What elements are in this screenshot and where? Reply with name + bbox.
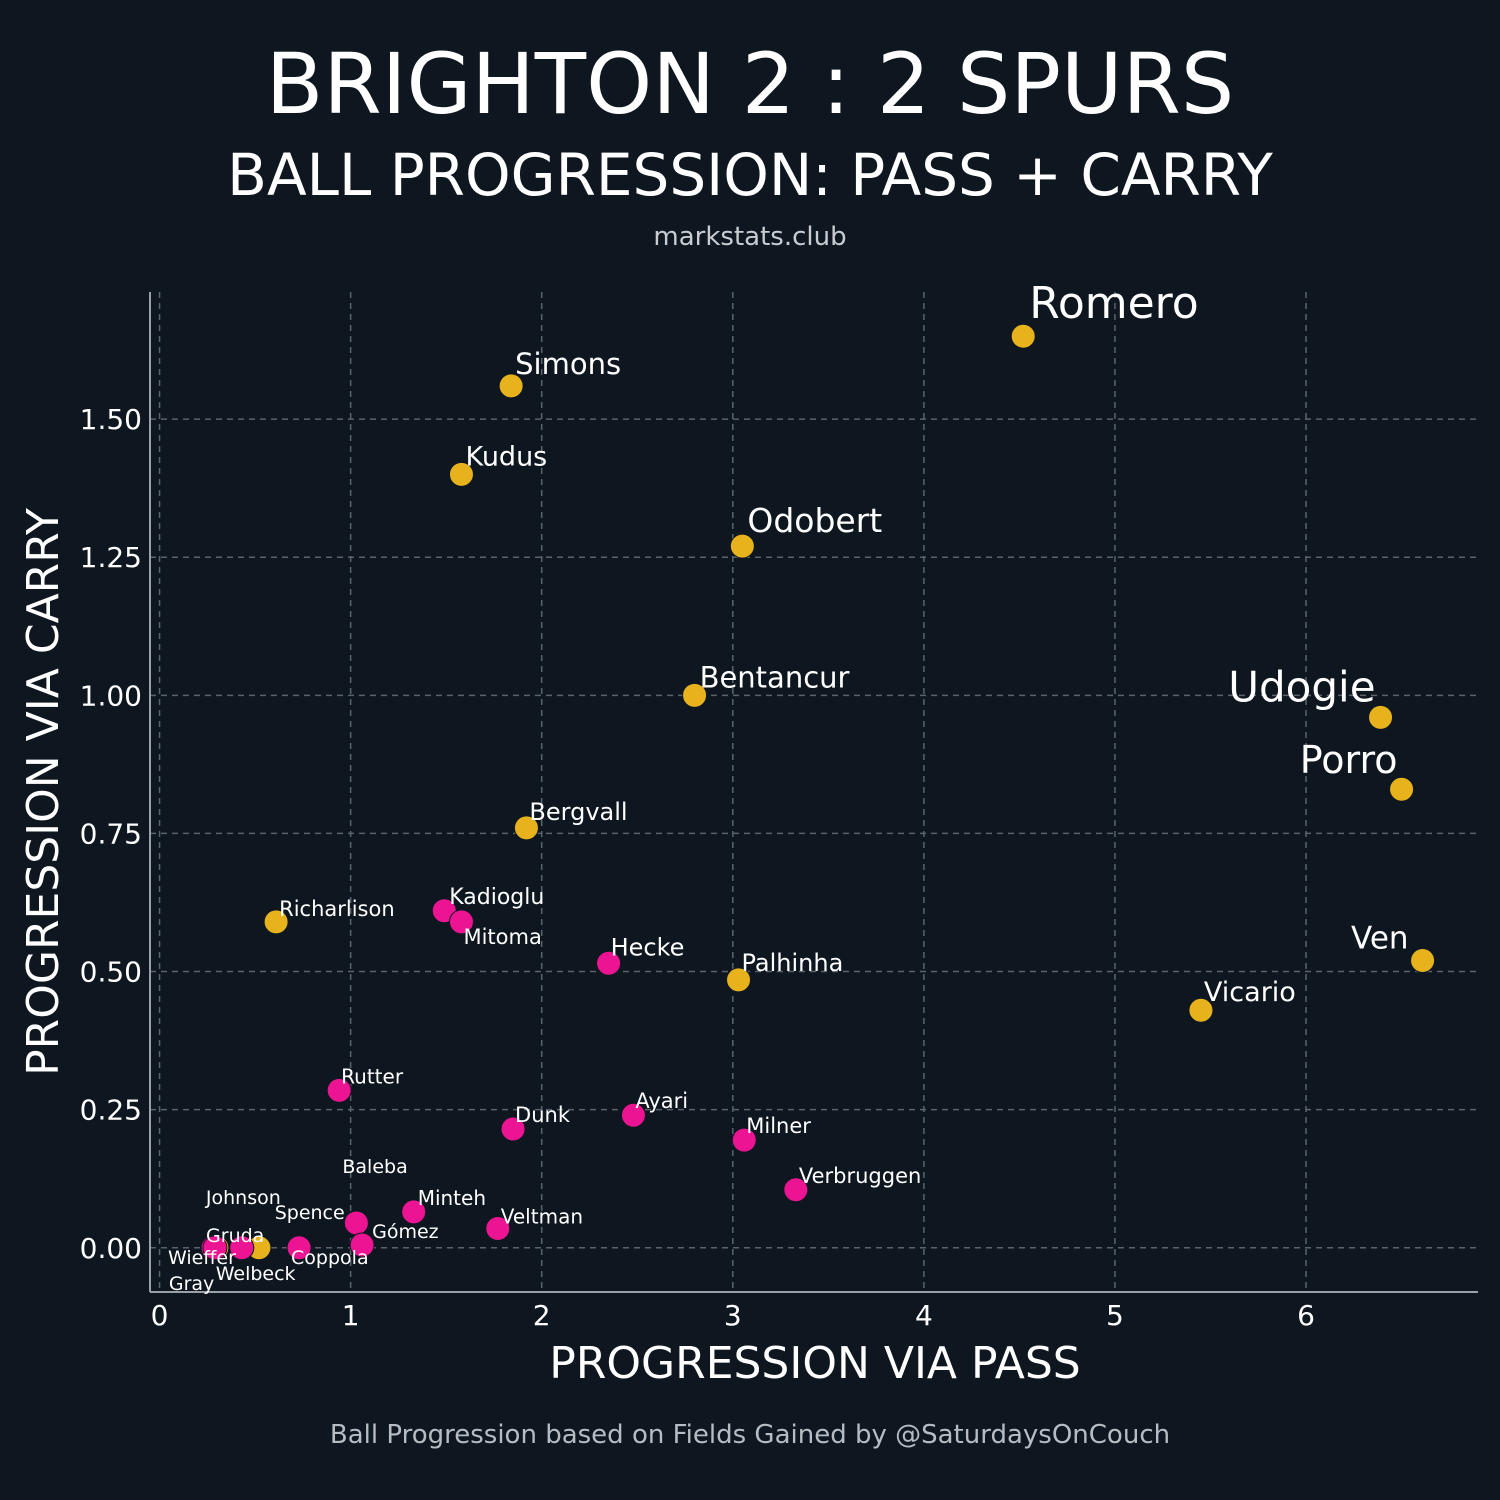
point-label: Richarlison: [279, 897, 395, 921]
point-spurs-simons: [498, 373, 524, 399]
y-tick-label: 0.50: [80, 956, 142, 989]
point-label: Kadioglu: [449, 885, 544, 910]
point-label: Porro: [1300, 738, 1398, 782]
point-spurs-ven: [1410, 948, 1436, 974]
point-label: Baleba: [342, 1156, 407, 1178]
point-label: Ven: [1351, 921, 1409, 957]
point-label: Veltman: [501, 1204, 583, 1228]
point-label: Vicario: [1204, 977, 1296, 1008]
y-tick-label: 0.00: [80, 1232, 142, 1265]
point-labels: Romero Simons Kudus Odobert Bentancur Udogie P…: [168, 278, 1409, 1295]
point-brighton-wieffer: [202, 1235, 228, 1261]
point-label: Milner: [746, 1114, 811, 1138]
y-axis-label: PROGRESSION VIA CARRY: [18, 508, 69, 1076]
point-spurs-udogie: [1368, 704, 1394, 730]
point-label: Gray: [169, 1273, 214, 1295]
point-label: Gómez: [372, 1221, 439, 1243]
x-axis-label: PROGRESSION VIA PASS: [549, 1338, 1080, 1389]
point-label: Palhinha: [742, 949, 844, 977]
point-brighton-verbruggen: [783, 1177, 809, 1203]
chart-subtitle: BALL PROGRESSION: PASS + CARRY: [227, 141, 1273, 209]
point-label: Simons: [515, 347, 621, 381]
point-label: Dunk: [515, 1103, 571, 1127]
point-label: Bergvall: [529, 798, 627, 826]
point-spurs-odobert: [729, 533, 755, 559]
point-brighton-hecke: [596, 950, 622, 976]
point-label: Odobert: [747, 501, 882, 540]
x-tick-label: 5: [1106, 1299, 1124, 1332]
x-tick-label: 0: [151, 1299, 169, 1332]
y-tick-label: 1.50: [80, 403, 142, 436]
point-brighton-dunk: [500, 1116, 526, 1142]
chart-title: BRIGHTON 2 : 2 SPURS: [265, 35, 1235, 133]
y-tick-label: 1.25: [80, 541, 142, 574]
point-label: Spence: [275, 1202, 345, 1224]
point-label: Welbeck: [216, 1263, 296, 1285]
point-spurs-bentancur: [682, 682, 708, 708]
point-brighton-veltman: [485, 1215, 511, 1241]
point-label: Verbruggen: [799, 1164, 921, 1188]
point-spurs-vicario: [1188, 997, 1214, 1023]
point-spurs-palhinha: [726, 967, 752, 993]
point-label: Ayari: [635, 1089, 688, 1113]
point-spurs-porro: [1389, 776, 1415, 802]
point-brighton-coppola: [286, 1235, 312, 1261]
point-brighton-ayari: [620, 1102, 646, 1128]
point-label: Coppola: [291, 1247, 369, 1269]
point-label: Gruda: [206, 1225, 264, 1247]
point-spurs-kudus: [448, 461, 474, 487]
point-spurs-richarlison: [263, 909, 289, 935]
point-label: Hecke: [611, 933, 685, 961]
x-tick-label: 2: [533, 1299, 551, 1332]
point-spurs-bergvall: [513, 815, 539, 841]
point-brighton-welbeck: [229, 1235, 255, 1261]
x-tick-label: 1: [342, 1299, 360, 1332]
point-brighton-gmez: [349, 1232, 375, 1258]
site-credit: markstats.club: [653, 222, 847, 252]
x-tick-label: 4: [915, 1299, 933, 1332]
point-label: Rutter: [341, 1064, 404, 1088]
y-tick-label: 1.00: [80, 679, 142, 712]
point-label: Udogie: [1228, 662, 1375, 711]
y-tick-label: 0.75: [80, 817, 142, 850]
point-label: Johnson: [205, 1187, 281, 1209]
point-label: Romero: [1029, 278, 1199, 329]
grid: [150, 292, 1478, 1292]
point-label: Minteh: [418, 1186, 486, 1210]
point-brighton-baleba: [343, 1210, 369, 1236]
y-tick-label: 0.25: [80, 1094, 142, 1127]
point-brighton-rutter: [326, 1077, 352, 1103]
point-label: Kudus: [465, 441, 547, 472]
x-tick-label: 3: [724, 1299, 742, 1332]
data-points: [200, 323, 1436, 1261]
point-label: Mitoma: [463, 925, 541, 949]
point-brighton-mitoma: [448, 909, 474, 935]
footer-note: Ball Progression based on Fields Gained …: [329, 1420, 1171, 1450]
point-spurs-romero: [1010, 323, 1036, 349]
point-label: Bentancur: [700, 660, 850, 694]
x-tick-label: 6: [1297, 1299, 1315, 1332]
point-brighton-milner: [731, 1127, 757, 1153]
axes: 0 1 2 3 4 5 6 0.00 0.25 0.50 0.75 1.00 1.25 1.50: [80, 292, 1478, 1332]
point-brighton-minteh: [401, 1199, 427, 1225]
point-label: Wieffer: [168, 1247, 236, 1269]
